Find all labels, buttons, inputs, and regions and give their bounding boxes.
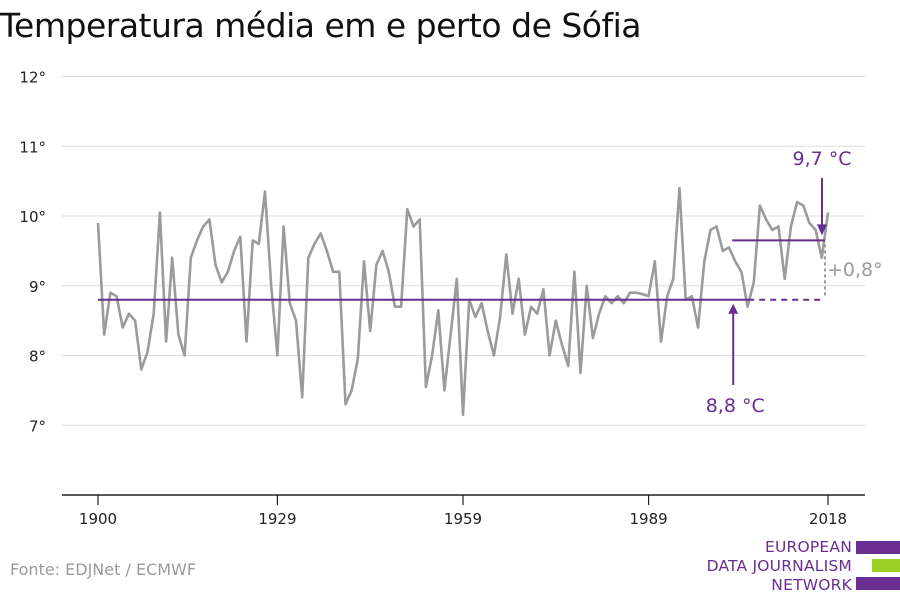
y-axis-tick-labels: 7° 8° 9° 10° 11° 12° — [19, 69, 46, 436]
edjnet-logo: EUROPEAN DATA JOURNALISM NETWORK — [700, 538, 900, 596]
recent-arrow-head — [817, 224, 827, 236]
recent-label: 9,7 °C — [792, 148, 851, 170]
series-layer — [96, 186, 830, 417]
y-tick-label-8: 8° — [29, 348, 46, 366]
y-tick-label-12: 12° — [19, 69, 46, 87]
difference-label: +0,8° — [827, 259, 883, 281]
baseline-arrow-head — [728, 303, 739, 314]
x-tick-label-1959: 1959 — [444, 510, 482, 528]
x-tick-label-2018: 2018 — [809, 510, 847, 528]
logo-line-1: EUROPEAN — [764, 538, 852, 556]
logo-line-3: NETWORK — [771, 576, 852, 594]
logo-bar-purple-bottom — [856, 577, 900, 590]
x-tick-label-1929: 1929 — [258, 510, 296, 528]
baseline-label: 8,8 °C — [706, 395, 765, 417]
y-tick-label-10: 10° — [19, 208, 46, 226]
y-tick-label-11: 11° — [19, 138, 46, 156]
reference-lines — [98, 239, 825, 301]
grid-lines — [62, 76, 865, 426]
logo-bar-green — [872, 559, 900, 572]
y-tick-label-7: 7° — [29, 417, 46, 435]
x-axis: 1900 1929 1959 1989 2018 — [62, 494, 865, 528]
y-tick-label-9: 9° — [29, 278, 46, 296]
logo-line-2: DATA JOURNALISM — [706, 557, 852, 575]
annotations: 8,8 °C 9,7 °C +0,8° — [706, 148, 883, 417]
logo-bar-purple-top — [856, 541, 900, 554]
x-tick-label-1989: 1989 — [629, 510, 667, 528]
temperature-series-line-0 — [96, 186, 830, 417]
x-tick-label-1900: 1900 — [79, 510, 117, 528]
source-note: Fonte: EDJNet / ECMWF — [10, 560, 197, 579]
chart-title: Temperatura média em e perto de Sófia — [0, 6, 642, 45]
